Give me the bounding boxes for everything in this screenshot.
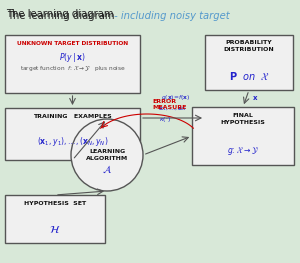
Text: ERROR
MEASURE: ERROR MEASURE bbox=[152, 99, 186, 110]
Text: PROBABILITY
DISTRIBUTION: PROBABILITY DISTRIBUTION bbox=[224, 40, 274, 52]
Text: UNKNOWN TARGET DISTRIBUTION: UNKNOWN TARGET DISTRIBUTION bbox=[17, 41, 128, 46]
Text: The learning diagram: The learning diagram bbox=[79, 38, 193, 47]
Text: $\mathbf{x}_1, \ldots, \mathbf{x}_N$: $\mathbf{x}_1, \ldots, \mathbf{x}_N$ bbox=[158, 105, 187, 113]
FancyBboxPatch shape bbox=[5, 108, 140, 160]
Text: $\mathbf{P}$  on  $\mathcal{X}$: $\mathbf{P}$ on $\mathcal{X}$ bbox=[229, 71, 269, 82]
Text: HYPOTHESIS  SET: HYPOTHESIS SET bbox=[24, 201, 86, 206]
FancyBboxPatch shape bbox=[192, 107, 294, 165]
Text: FINAL
HYPOTHESIS: FINAL HYPOTHESIS bbox=[220, 113, 266, 125]
Circle shape bbox=[71, 119, 143, 191]
Text: $g$: $\mathcal{X}$$\rightarrow$$\mathcal{Y}$: $g$: $\mathcal{X}$$\rightarrow$$\mathcal… bbox=[227, 145, 259, 157]
Text: $(\mathbf{x}_1, y_1), \ldots, (\mathbf{x}_N, y_N)$: $(\mathbf{x}_1, y_1), \ldots, (\mathbf{x… bbox=[37, 135, 108, 149]
Text: The learning diagram: The learning diagram bbox=[79, 38, 193, 47]
Text: LEARNING
ALGORITHM: LEARNING ALGORITHM bbox=[86, 149, 128, 161]
Text: The learning diagram: The learning diagram bbox=[6, 9, 113, 19]
FancyBboxPatch shape bbox=[5, 195, 105, 243]
Text: $\mathcal{A}$: $\mathcal{A}$ bbox=[102, 164, 112, 175]
FancyBboxPatch shape bbox=[5, 35, 140, 93]
Text: $\mathcal{H}$: $\mathcal{H}$ bbox=[49, 224, 61, 235]
Text: $g(\mathbf{x})\!=\!f(\mathbf{x})$: $g(\mathbf{x})\!=\!f(\mathbf{x})$ bbox=[160, 93, 190, 102]
Text: The learning diagram: The learning diagram bbox=[7, 11, 115, 21]
Text: $\kappa(\cdot)$: $\kappa(\cdot)$ bbox=[159, 115, 171, 124]
FancyBboxPatch shape bbox=[205, 35, 293, 90]
Text: TRAINING   EXAMPLES: TRAINING EXAMPLES bbox=[33, 114, 112, 119]
Text: $\mathbf{x}$: $\mathbf{x}$ bbox=[252, 94, 258, 103]
Text: target function  $f$: $\mathcal{X}$$\rightarrow$$\mathcal{Y}$   plus noise: target function $f$: $\mathcal{X}$$\righ… bbox=[20, 63, 125, 73]
Text: $P(y\,|\,\mathbf{x})$: $P(y\,|\,\mathbf{x})$ bbox=[59, 51, 86, 64]
Text: - including noisy target: - including noisy target bbox=[111, 11, 230, 21]
